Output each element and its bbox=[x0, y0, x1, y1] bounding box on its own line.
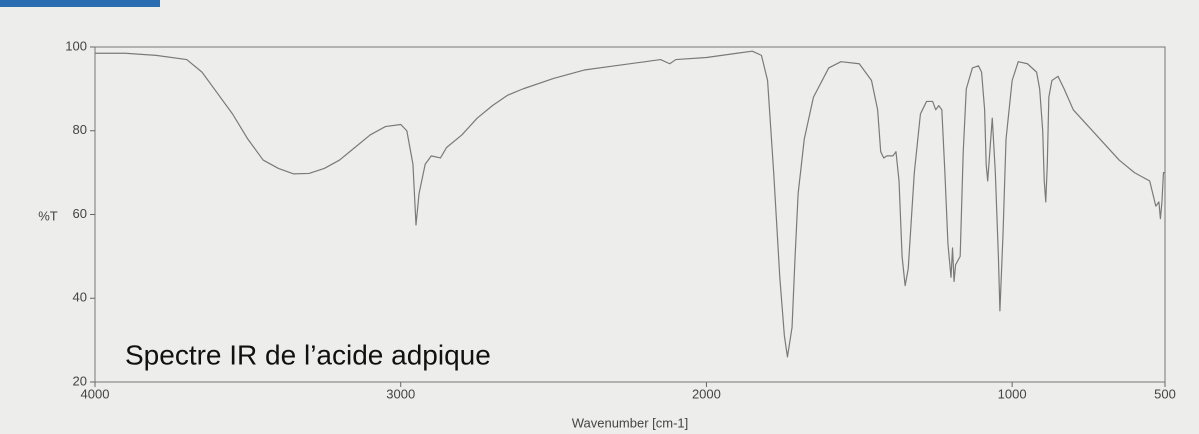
x-tick-label: 500 bbox=[1154, 386, 1176, 401]
x-tick-label: 3000 bbox=[386, 386, 415, 401]
x-axis-label: Wavenumber [cm-1] bbox=[572, 415, 689, 430]
y-tick-label: 20 bbox=[73, 373, 87, 388]
y-tick-label: 40 bbox=[73, 290, 87, 305]
y-tick-label: 100 bbox=[65, 38, 87, 53]
x-tick-label: 4000 bbox=[81, 386, 110, 401]
y-axis-label: %T bbox=[38, 208, 58, 223]
spectrum-line bbox=[95, 50, 1165, 358]
annotation: Spectre IR de l’acide adpique bbox=[125, 339, 491, 370]
y-tick-label: 60 bbox=[73, 206, 87, 221]
header-bar bbox=[0, 0, 160, 7]
x-tick-label: 1000 bbox=[998, 386, 1027, 401]
x-tick-label: 2000 bbox=[692, 386, 721, 401]
y-tick-label: 80 bbox=[73, 122, 87, 137]
